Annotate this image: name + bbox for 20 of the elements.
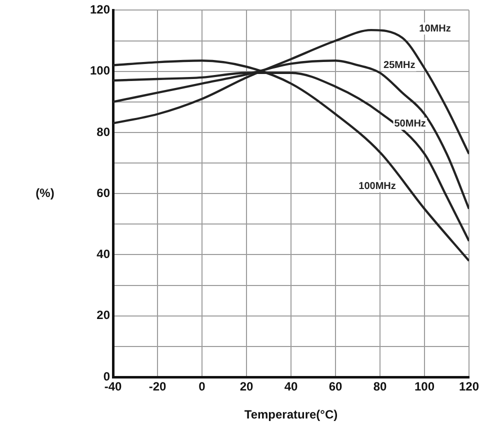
series-label: 10MHz [419, 23, 451, 34]
series-label: 25MHz [384, 60, 416, 71]
y-tick-label: 100 [90, 64, 110, 78]
series-label: 100MHz [358, 181, 396, 192]
x-tick-label: 0 [198, 380, 206, 394]
x-tick-label: 20 [240, 380, 254, 394]
x-tick-label: 100 [414, 380, 435, 394]
y-tick-label: 120 [90, 2, 110, 17]
x-axis-title: Temperature(°C) [244, 407, 338, 422]
y-axis-title: (%) [36, 186, 54, 200]
x-tick-label: -20 [148, 380, 166, 394]
y-tick-label: 40 [96, 247, 110, 262]
series-label: 50MHz [394, 118, 426, 130]
x-tick-label: 80 [373, 380, 387, 394]
y-tick-label: 60 [96, 186, 110, 200]
x-tick-label: 40 [284, 380, 298, 394]
x-tick-label: 120 [458, 380, 480, 394]
y-tick-label: 80 [96, 124, 110, 139]
x-tick-label: 60 [328, 380, 342, 394]
y-tick-label: 20 [96, 308, 110, 322]
